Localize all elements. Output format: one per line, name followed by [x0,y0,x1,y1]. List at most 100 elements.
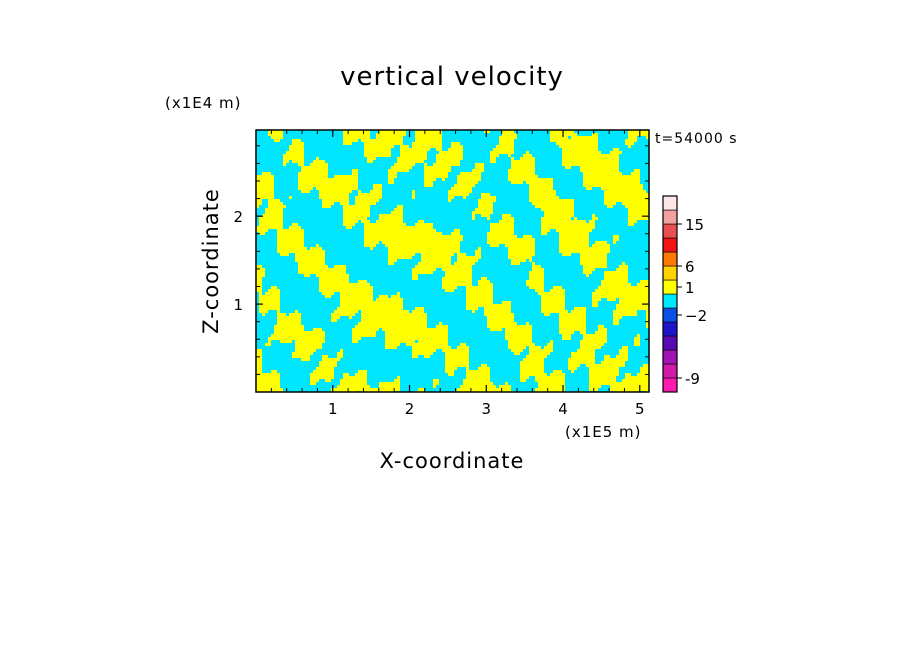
field-cell [277,250,325,253]
field-cell [385,334,448,337]
field-cell [613,313,637,316]
field-cell [295,253,325,256]
field-cell [559,319,586,322]
field-cell [604,193,649,196]
field-cell [361,313,427,316]
field-cell [382,241,460,244]
field-cell [550,139,598,142]
velocity-field [256,130,649,392]
field-cell [316,157,319,160]
field-cell [289,148,304,151]
field-cell [466,304,511,307]
field-cell [457,256,481,259]
field-cell [568,367,577,370]
field-cell [298,271,346,274]
field-cell [550,373,565,376]
field-cell [580,343,604,346]
y-tick-label: 2 [233,208,243,226]
field-cell [625,205,649,208]
field-cell [256,358,262,361]
field-cell [268,337,325,340]
field-cell [268,202,283,205]
field-cell [475,163,484,166]
field-cell [343,376,367,379]
field-cell [400,148,430,151]
field-cell [502,130,514,133]
field-cell [385,346,397,349]
field-cell [376,136,403,139]
field-cell [520,364,544,367]
field-cell [298,262,325,265]
field-cell [580,166,619,169]
field-cell [526,283,544,286]
field-cell [298,163,304,166]
field-cell [439,322,442,325]
field-cell [547,343,553,346]
field-cell [562,157,619,160]
field-cell [619,352,628,355]
field-cell [412,310,424,313]
x-tick-label: 5 [635,400,645,418]
field-cell [424,355,430,358]
field-cell [574,217,577,220]
field-cell [592,295,649,298]
field-cell [340,304,403,307]
field-cell [589,367,619,370]
field-cell [265,208,283,211]
field-cell [343,223,355,226]
field-cell [421,253,454,256]
field-cell [523,154,532,157]
field-cell [466,292,493,295]
field-cell [286,151,304,154]
field-cell [541,208,574,211]
x-tick-label: 2 [405,400,415,418]
field-cell [445,274,472,277]
field-cell [424,175,448,178]
field-cell [616,355,628,358]
x-tick-label: 4 [558,400,568,418]
field-cell [283,160,289,163]
field-cell [367,160,373,163]
field-cell [298,268,346,271]
field-cell [367,157,376,160]
field-cell [283,157,304,160]
field-cell [628,220,637,223]
field-cell [379,214,403,217]
field-cell [388,178,394,181]
field-cell [466,289,493,292]
field-cell [448,199,451,202]
field-cell [619,298,649,301]
field-cell [484,307,511,310]
field-cell [343,220,358,223]
field-cell [553,370,562,373]
field-cell [568,361,595,364]
field-cell [256,283,262,286]
field-cell [541,232,547,235]
field-cell [343,214,370,217]
field-cell [412,277,418,280]
colorbar-swatch [662,307,678,323]
field-cell [460,385,496,388]
field-cell [391,166,412,169]
field-cell [454,262,475,265]
field-cell [397,292,400,295]
field-cell [322,358,340,361]
field-cell [445,355,469,358]
field-cell [379,385,400,388]
field-cell [508,247,535,250]
field-cell [541,217,571,220]
field-cell [268,130,283,133]
field-cell [331,313,355,316]
field-cell [439,151,463,154]
field-cell [358,190,361,193]
field-cell [520,370,544,373]
field-cell [529,187,553,190]
field-cell [322,205,331,208]
field-cell [583,181,640,184]
field-cell [559,232,589,235]
field-cell [418,388,424,391]
field-cell [301,166,328,169]
field-cell [559,247,610,250]
field-cell [604,202,616,205]
field-cell [256,229,268,232]
